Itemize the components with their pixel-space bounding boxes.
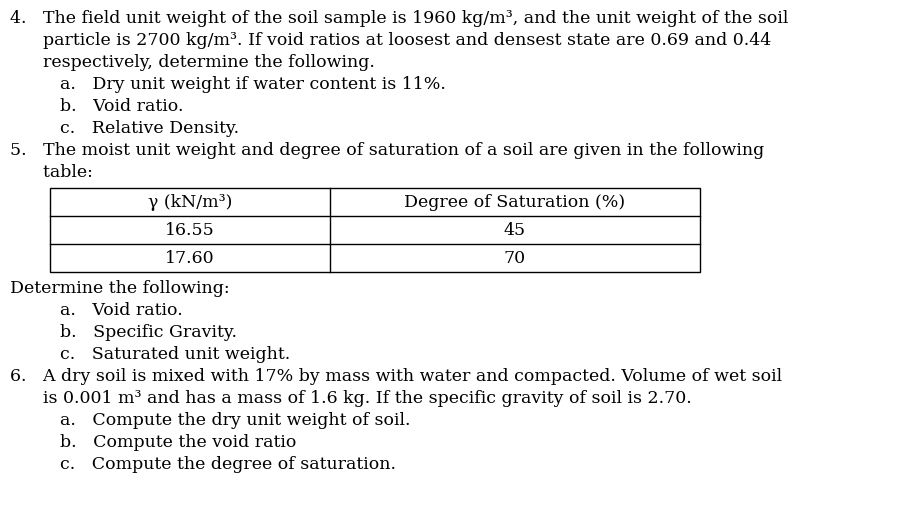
Text: b.   Void ratio.: b. Void ratio. xyxy=(60,98,183,115)
Text: Degree of Saturation (%): Degree of Saturation (%) xyxy=(404,194,626,211)
Text: c.   Compute the degree of saturation.: c. Compute the degree of saturation. xyxy=(60,456,396,473)
Text: 4.   The field unit weight of the soil sample is 1960 kg/m³, and the unit weight: 4. The field unit weight of the soil sam… xyxy=(10,10,788,27)
Text: 16.55: 16.55 xyxy=(165,222,215,239)
Text: b.   Compute the void ratio: b. Compute the void ratio xyxy=(60,434,296,451)
Text: respectively, determine the following.: respectively, determine the following. xyxy=(10,54,375,71)
Text: c.   Relative Density.: c. Relative Density. xyxy=(60,120,239,137)
Text: 70: 70 xyxy=(504,250,526,267)
Text: is 0.001 m³ and has a mass of 1.6 kg. If the specific gravity of soil is 2.70.: is 0.001 m³ and has a mass of 1.6 kg. If… xyxy=(10,390,692,407)
Text: table:: table: xyxy=(10,164,93,181)
Text: c.   Saturated unit weight.: c. Saturated unit weight. xyxy=(60,346,291,363)
Text: a.   Dry unit weight if water content is 11%.: a. Dry unit weight if water content is 1… xyxy=(60,76,446,93)
Text: a.   Compute the dry unit weight of soil.: a. Compute the dry unit weight of soil. xyxy=(60,412,410,429)
Bar xyxy=(50,188,700,272)
Text: a.   Void ratio.: a. Void ratio. xyxy=(60,302,183,319)
Text: 5.   The moist unit weight and degree of saturation of a soil are given in the f: 5. The moist unit weight and degree of s… xyxy=(10,142,765,159)
Text: Determine the following:: Determine the following: xyxy=(10,280,230,297)
Text: b.   Specific Gravity.: b. Specific Gravity. xyxy=(60,324,237,341)
Text: 6.   A dry soil is mixed with 17% by mass with water and compacted. Volume of we: 6. A dry soil is mixed with 17% by mass … xyxy=(10,368,782,385)
Text: 17.60: 17.60 xyxy=(165,250,215,267)
Text: 45: 45 xyxy=(504,222,526,239)
Text: γ (kN/m³): γ (kN/m³) xyxy=(148,194,232,211)
Text: particle is 2700 kg/m³. If void ratios at loosest and densest state are 0.69 and: particle is 2700 kg/m³. If void ratios a… xyxy=(10,32,771,49)
